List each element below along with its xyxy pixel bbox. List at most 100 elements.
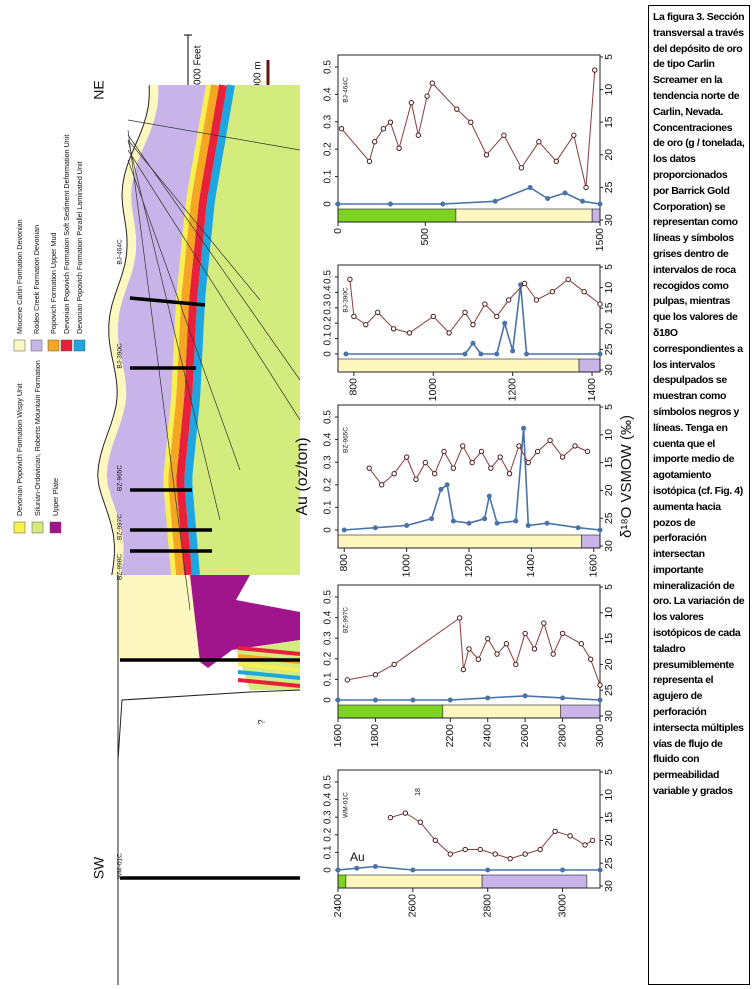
au-point bbox=[466, 520, 472, 526]
section-top bbox=[97, 84, 150, 576]
y-tick-label: 0.1 bbox=[323, 845, 334, 859]
d18o-point bbox=[547, 437, 553, 444]
au-point bbox=[485, 867, 491, 873]
unit-band bbox=[237, 678, 301, 688]
y-tick-label: 0.4 bbox=[323, 285, 334, 299]
y2-tick-label: 20 bbox=[603, 323, 615, 335]
d18o-point bbox=[584, 448, 591, 455]
d18o-point bbox=[552, 828, 558, 834]
d18o-point bbox=[501, 132, 507, 138]
y2-tick-label: 15 bbox=[603, 116, 615, 128]
section-outline bbox=[117, 689, 301, 761]
y-tick-label: 0.3 bbox=[323, 631, 334, 645]
d18o-point bbox=[387, 119, 394, 125]
legend-label: Rodeo Creek Formation Devonian bbox=[32, 225, 41, 334]
d18o-point bbox=[559, 454, 566, 460]
y2-tick-label: 5 bbox=[603, 769, 615, 775]
d18o-point bbox=[417, 819, 424, 825]
au-point bbox=[372, 525, 378, 531]
plot-frame bbox=[337, 584, 601, 719]
au-point bbox=[544, 520, 550, 526]
d18o-point bbox=[432, 837, 439, 844]
d18o-point bbox=[488, 465, 494, 471]
d18o-point bbox=[391, 471, 397, 477]
unit-bar bbox=[560, 704, 601, 719]
legend-swatch bbox=[30, 339, 43, 352]
au-point bbox=[410, 697, 416, 703]
unit-band bbox=[184, 84, 235, 576]
au-point bbox=[335, 697, 341, 703]
series-line bbox=[347, 617, 601, 686]
d18o-point bbox=[534, 448, 541, 455]
scale-m: 1000 m bbox=[253, 61, 264, 94]
d18o-point bbox=[391, 661, 397, 668]
y-tick-label: 0.2 bbox=[323, 316, 334, 330]
d18o-point bbox=[374, 309, 381, 316]
au-point bbox=[597, 697, 603, 703]
d18o-point bbox=[572, 443, 578, 449]
d18o-point bbox=[587, 656, 594, 662]
au-point bbox=[410, 867, 416, 873]
well-label: BZ-997C bbox=[117, 514, 124, 540]
unit-band bbox=[237, 670, 301, 680]
well-label: BJ-464C bbox=[117, 239, 124, 265]
y2-tick-label: 30 bbox=[603, 710, 615, 722]
d18o-point bbox=[431, 471, 438, 477]
well-label: BZ-965C bbox=[343, 427, 350, 453]
x-tick-label: 1000 bbox=[427, 378, 439, 402]
x-tick-label: 3000 bbox=[594, 724, 606, 748]
x-tick-label: 1400 bbox=[525, 554, 537, 578]
fault-line bbox=[127, 149, 301, 421]
caption: La figura 3. Sección transversal a travé… bbox=[648, 5, 750, 985]
unit-bar bbox=[578, 358, 601, 373]
d18o-point bbox=[559, 630, 566, 637]
d18o-point bbox=[505, 297, 512, 303]
au-point bbox=[521, 425, 527, 431]
x-tick-label: 3000 bbox=[556, 894, 568, 918]
legend-swatch bbox=[31, 521, 44, 534]
legend-swatch bbox=[73, 339, 86, 352]
y2-tick-label: 10 bbox=[603, 282, 615, 294]
series-line bbox=[345, 284, 600, 355]
y2-tick-label: 30 bbox=[603, 214, 615, 226]
d18o-point bbox=[578, 641, 584, 647]
au-point bbox=[580, 198, 586, 204]
y-tick-label: 0 bbox=[323, 697, 334, 703]
d18o-point bbox=[351, 313, 357, 320]
au-point bbox=[335, 867, 341, 873]
x-tick-label: 1000 bbox=[400, 554, 412, 578]
y2-tick-label: 30 bbox=[603, 880, 615, 892]
d18o-point bbox=[468, 119, 474, 125]
au-point bbox=[354, 865, 360, 871]
au-point bbox=[470, 340, 476, 346]
legend-swatch bbox=[13, 339, 26, 352]
series-line bbox=[338, 186, 601, 205]
d18o-point bbox=[592, 67, 598, 73]
d18o-point bbox=[424, 93, 430, 99]
unit-bar bbox=[337, 704, 444, 719]
y-tick-label: 0.1 bbox=[323, 169, 334, 183]
y2-axis-label: δ¹⁸O VSMOW (‰) bbox=[618, 415, 635, 538]
au-point bbox=[597, 351, 603, 357]
d18o-point bbox=[525, 459, 531, 466]
legend-swatch bbox=[60, 339, 73, 352]
au-point bbox=[527, 185, 533, 191]
au-point bbox=[438, 486, 444, 492]
d18o-point bbox=[506, 471, 513, 477]
d18o-point bbox=[597, 682, 603, 688]
x-tick-label: 800 bbox=[338, 554, 350, 572]
direction-sw: SW bbox=[91, 856, 107, 879]
au-point bbox=[372, 863, 378, 869]
well-label: BJ-390C bbox=[343, 287, 350, 313]
y-tick-label: 0 bbox=[323, 527, 334, 533]
y-tick-label: 0.5 bbox=[323, 270, 334, 284]
d18o-point bbox=[402, 810, 409, 816]
d18o-point bbox=[477, 846, 483, 853]
y-tick-label: 0.5 bbox=[323, 590, 334, 604]
drill-hole bbox=[129, 296, 206, 307]
unit-roberts-mountain bbox=[192, 85, 300, 575]
d18o-point bbox=[541, 620, 547, 626]
au-point bbox=[575, 525, 581, 531]
y2-tick-label: 15 bbox=[603, 812, 615, 824]
